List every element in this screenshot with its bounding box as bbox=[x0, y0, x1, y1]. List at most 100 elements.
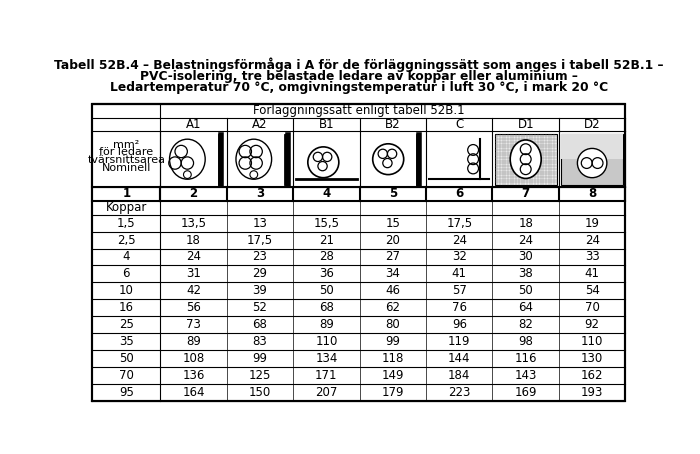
Bar bbox=[561, 134, 623, 159]
Text: 35: 35 bbox=[119, 335, 134, 348]
Text: 20: 20 bbox=[386, 233, 400, 247]
Text: 169: 169 bbox=[514, 386, 537, 399]
Text: 64: 64 bbox=[518, 301, 533, 314]
Bar bbox=[495, 134, 556, 185]
Text: 99: 99 bbox=[385, 335, 400, 348]
Text: 5: 5 bbox=[389, 188, 397, 200]
Text: 38: 38 bbox=[518, 267, 533, 281]
Text: 41: 41 bbox=[584, 267, 600, 281]
Bar bbox=[561, 134, 623, 185]
Text: 31: 31 bbox=[186, 267, 201, 281]
Text: 223: 223 bbox=[448, 386, 470, 399]
Text: D2: D2 bbox=[584, 118, 601, 131]
Text: 24: 24 bbox=[584, 233, 600, 247]
Text: 25: 25 bbox=[119, 318, 134, 331]
Text: PVC-isolering, tre belastade ledare av koppar eller aluminium –: PVC-isolering, tre belastade ledare av k… bbox=[140, 69, 578, 83]
Text: 52: 52 bbox=[253, 301, 267, 314]
Text: 164: 164 bbox=[182, 386, 205, 399]
Text: 24: 24 bbox=[518, 233, 533, 247]
Text: 76: 76 bbox=[452, 301, 467, 314]
Text: 134: 134 bbox=[315, 352, 337, 365]
Text: 3: 3 bbox=[256, 188, 264, 200]
Text: 110: 110 bbox=[581, 335, 603, 348]
Text: för ledare: för ledare bbox=[99, 147, 153, 157]
Text: 21: 21 bbox=[319, 233, 334, 247]
Text: 136: 136 bbox=[183, 369, 205, 382]
Text: 23: 23 bbox=[253, 251, 267, 263]
Text: 28: 28 bbox=[319, 251, 334, 263]
Text: 130: 130 bbox=[581, 352, 603, 365]
Text: 27: 27 bbox=[385, 251, 400, 263]
Text: 6: 6 bbox=[455, 188, 463, 200]
Text: 57: 57 bbox=[452, 284, 467, 297]
Text: 17,5: 17,5 bbox=[446, 217, 473, 230]
Text: 162: 162 bbox=[581, 369, 603, 382]
Text: Koppar: Koppar bbox=[106, 201, 147, 214]
Text: 83: 83 bbox=[253, 335, 267, 348]
Text: 50: 50 bbox=[518, 284, 533, 297]
Text: 118: 118 bbox=[382, 352, 404, 365]
Text: 2: 2 bbox=[190, 188, 197, 200]
Text: 34: 34 bbox=[386, 267, 400, 281]
Text: 8: 8 bbox=[588, 188, 596, 200]
Text: 80: 80 bbox=[386, 318, 400, 331]
Text: 33: 33 bbox=[584, 251, 599, 263]
Text: 24: 24 bbox=[186, 251, 201, 263]
Text: 82: 82 bbox=[518, 318, 533, 331]
Text: 54: 54 bbox=[584, 284, 600, 297]
Text: 32: 32 bbox=[452, 251, 467, 263]
Text: 193: 193 bbox=[581, 386, 603, 399]
Text: 13,5: 13,5 bbox=[181, 217, 206, 230]
Text: A1: A1 bbox=[186, 118, 202, 131]
Text: 207: 207 bbox=[315, 386, 337, 399]
Text: 143: 143 bbox=[514, 369, 537, 382]
Text: 98: 98 bbox=[518, 335, 533, 348]
Text: 15: 15 bbox=[386, 217, 400, 230]
Text: 50: 50 bbox=[319, 284, 334, 297]
Text: Nominell: Nominell bbox=[102, 163, 151, 173]
Text: B2: B2 bbox=[385, 118, 400, 131]
Text: 56: 56 bbox=[186, 301, 201, 314]
Text: Tabell 52B.4 – Belastningsförmåga i A för de förläggningssätt som anges i tabell: Tabell 52B.4 – Belastningsförmåga i A fö… bbox=[54, 57, 664, 72]
Text: 149: 149 bbox=[382, 369, 404, 382]
Text: 30: 30 bbox=[518, 251, 533, 263]
Text: B1: B1 bbox=[318, 118, 334, 131]
Text: 1,5: 1,5 bbox=[117, 217, 136, 230]
Text: 184: 184 bbox=[448, 369, 470, 382]
Text: 18: 18 bbox=[186, 233, 201, 247]
Text: 18: 18 bbox=[518, 217, 533, 230]
Text: C: C bbox=[455, 118, 463, 131]
Text: mm²: mm² bbox=[113, 139, 139, 149]
Text: A2: A2 bbox=[252, 118, 267, 131]
Text: 150: 150 bbox=[249, 386, 271, 399]
Text: 10: 10 bbox=[119, 284, 134, 297]
Text: 6: 6 bbox=[122, 267, 130, 281]
Text: 70: 70 bbox=[584, 301, 600, 314]
Text: 89: 89 bbox=[186, 335, 201, 348]
Text: 96: 96 bbox=[452, 318, 467, 331]
Text: D1: D1 bbox=[517, 118, 534, 131]
Text: 39: 39 bbox=[253, 284, 267, 297]
Text: 70: 70 bbox=[119, 369, 134, 382]
Text: 42: 42 bbox=[186, 284, 201, 297]
Text: 108: 108 bbox=[183, 352, 204, 365]
Text: 7: 7 bbox=[522, 188, 530, 200]
Text: 41: 41 bbox=[452, 267, 467, 281]
Text: 50: 50 bbox=[119, 352, 134, 365]
Text: 17,5: 17,5 bbox=[247, 233, 273, 247]
Text: tvärsnittsarea: tvärsnittsarea bbox=[88, 155, 165, 165]
Text: 13: 13 bbox=[253, 217, 267, 230]
Text: 24: 24 bbox=[452, 233, 467, 247]
Text: 16: 16 bbox=[119, 301, 134, 314]
Text: 92: 92 bbox=[584, 318, 600, 331]
Text: 73: 73 bbox=[186, 318, 201, 331]
Text: 116: 116 bbox=[514, 352, 537, 365]
Text: 68: 68 bbox=[319, 301, 334, 314]
Text: 36: 36 bbox=[319, 267, 334, 281]
Text: 2,5: 2,5 bbox=[117, 233, 136, 247]
Text: 95: 95 bbox=[119, 386, 134, 399]
Text: Förläggningssätt enligt tabell 52B.1: Förläggningssätt enligt tabell 52B.1 bbox=[253, 104, 465, 117]
Text: 19: 19 bbox=[584, 217, 600, 230]
Text: 119: 119 bbox=[448, 335, 470, 348]
Text: 89: 89 bbox=[319, 318, 334, 331]
